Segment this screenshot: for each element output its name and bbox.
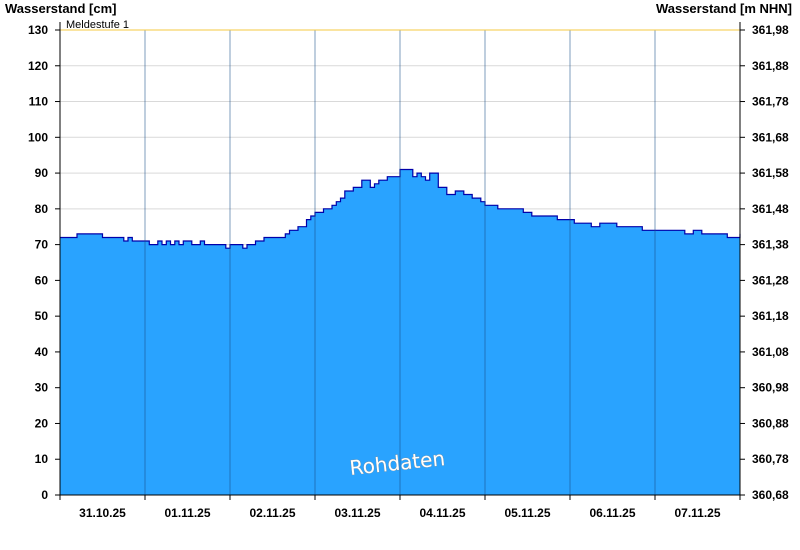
day-separators: [144, 30, 656, 495]
right-y-ticks: 360,68 360,78 360,88 360,98 361,08 361,18 361,…: [740, 23, 789, 502]
threshold-line-group: Meldestufe 1: [60, 19, 740, 31]
x-tick-label-5: 05.11.25: [504, 506, 550, 520]
left-tick-label-0: 0: [41, 488, 48, 502]
right-tick-label-6: 361,28: [752, 273, 789, 287]
left-tick-label-50: 50: [35, 309, 49, 323]
right-tick-label-3: 360,98: [752, 381, 789, 395]
left-tick-label-10: 10: [35, 452, 49, 466]
right-tick-label-11: 361,78: [752, 95, 789, 109]
left-tick-label-100: 100: [28, 130, 48, 144]
left-tick-label-70: 70: [35, 238, 49, 252]
water-level-line: [60, 168, 741, 249]
x-tick-label-7: 07.11.25: [674, 506, 720, 520]
right-tick-label-12: 361,88: [752, 59, 789, 73]
left-axis-title: Wasserstand [cm]: [5, 1, 117, 16]
x-tick-label-6: 06.11.25: [589, 506, 635, 520]
right-tick-label-1: 360,78: [752, 452, 789, 466]
left-tick-label-30: 30: [35, 381, 49, 395]
left-tick-label-60: 60: [35, 273, 49, 287]
left-tick-label-130: 130: [28, 23, 48, 37]
left-tick-label-90: 90: [35, 166, 49, 180]
right-tick-label-4: 361,08: [752, 345, 789, 359]
x-tick-label-2: 02.11.25: [249, 506, 295, 520]
left-tick-label-40: 40: [35, 345, 49, 359]
left-tick-label-110: 110: [29, 95, 49, 109]
right-tick-label-2: 360,88: [752, 416, 789, 430]
left-y-ticks: 0 10 20 30 40 50 60 70 80 90 100 110 120 130: [28, 23, 60, 502]
left-tick-label-80: 80: [35, 202, 49, 216]
right-tick-label-7: 361,38: [752, 238, 789, 252]
x-ticks: 31.10.25 01.11.25 02.11.25 03.11.25 04.11.25…: [59, 495, 741, 520]
left-tick-label-20: 20: [35, 416, 49, 430]
right-tick-label-8: 361,48: [752, 202, 789, 216]
x-tick-label-3: 03.11.25: [334, 506, 380, 520]
right-tick-label-9: 361,58: [752, 166, 789, 180]
right-tick-label-13: 361,98: [752, 23, 789, 37]
right-tick-label-0: 360,68: [752, 488, 789, 502]
x-tick-label-4: 04.11.25: [419, 506, 465, 520]
x-tick-label-1: 01.11.25: [164, 506, 210, 520]
right-tick-label-10: 361,68: [752, 130, 789, 144]
threshold-label: Meldestufe 1: [66, 19, 129, 31]
right-tick-label-5: 361,18: [752, 309, 789, 323]
left-tick-label-120: 120: [28, 59, 48, 73]
right-axis-title: Wasserstand [m NHN]: [656, 1, 792, 16]
x-tick-label-0: 31.10.25: [79, 506, 126, 520]
